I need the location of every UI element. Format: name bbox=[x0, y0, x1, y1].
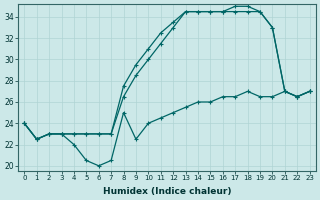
X-axis label: Humidex (Indice chaleur): Humidex (Indice chaleur) bbox=[103, 187, 231, 196]
